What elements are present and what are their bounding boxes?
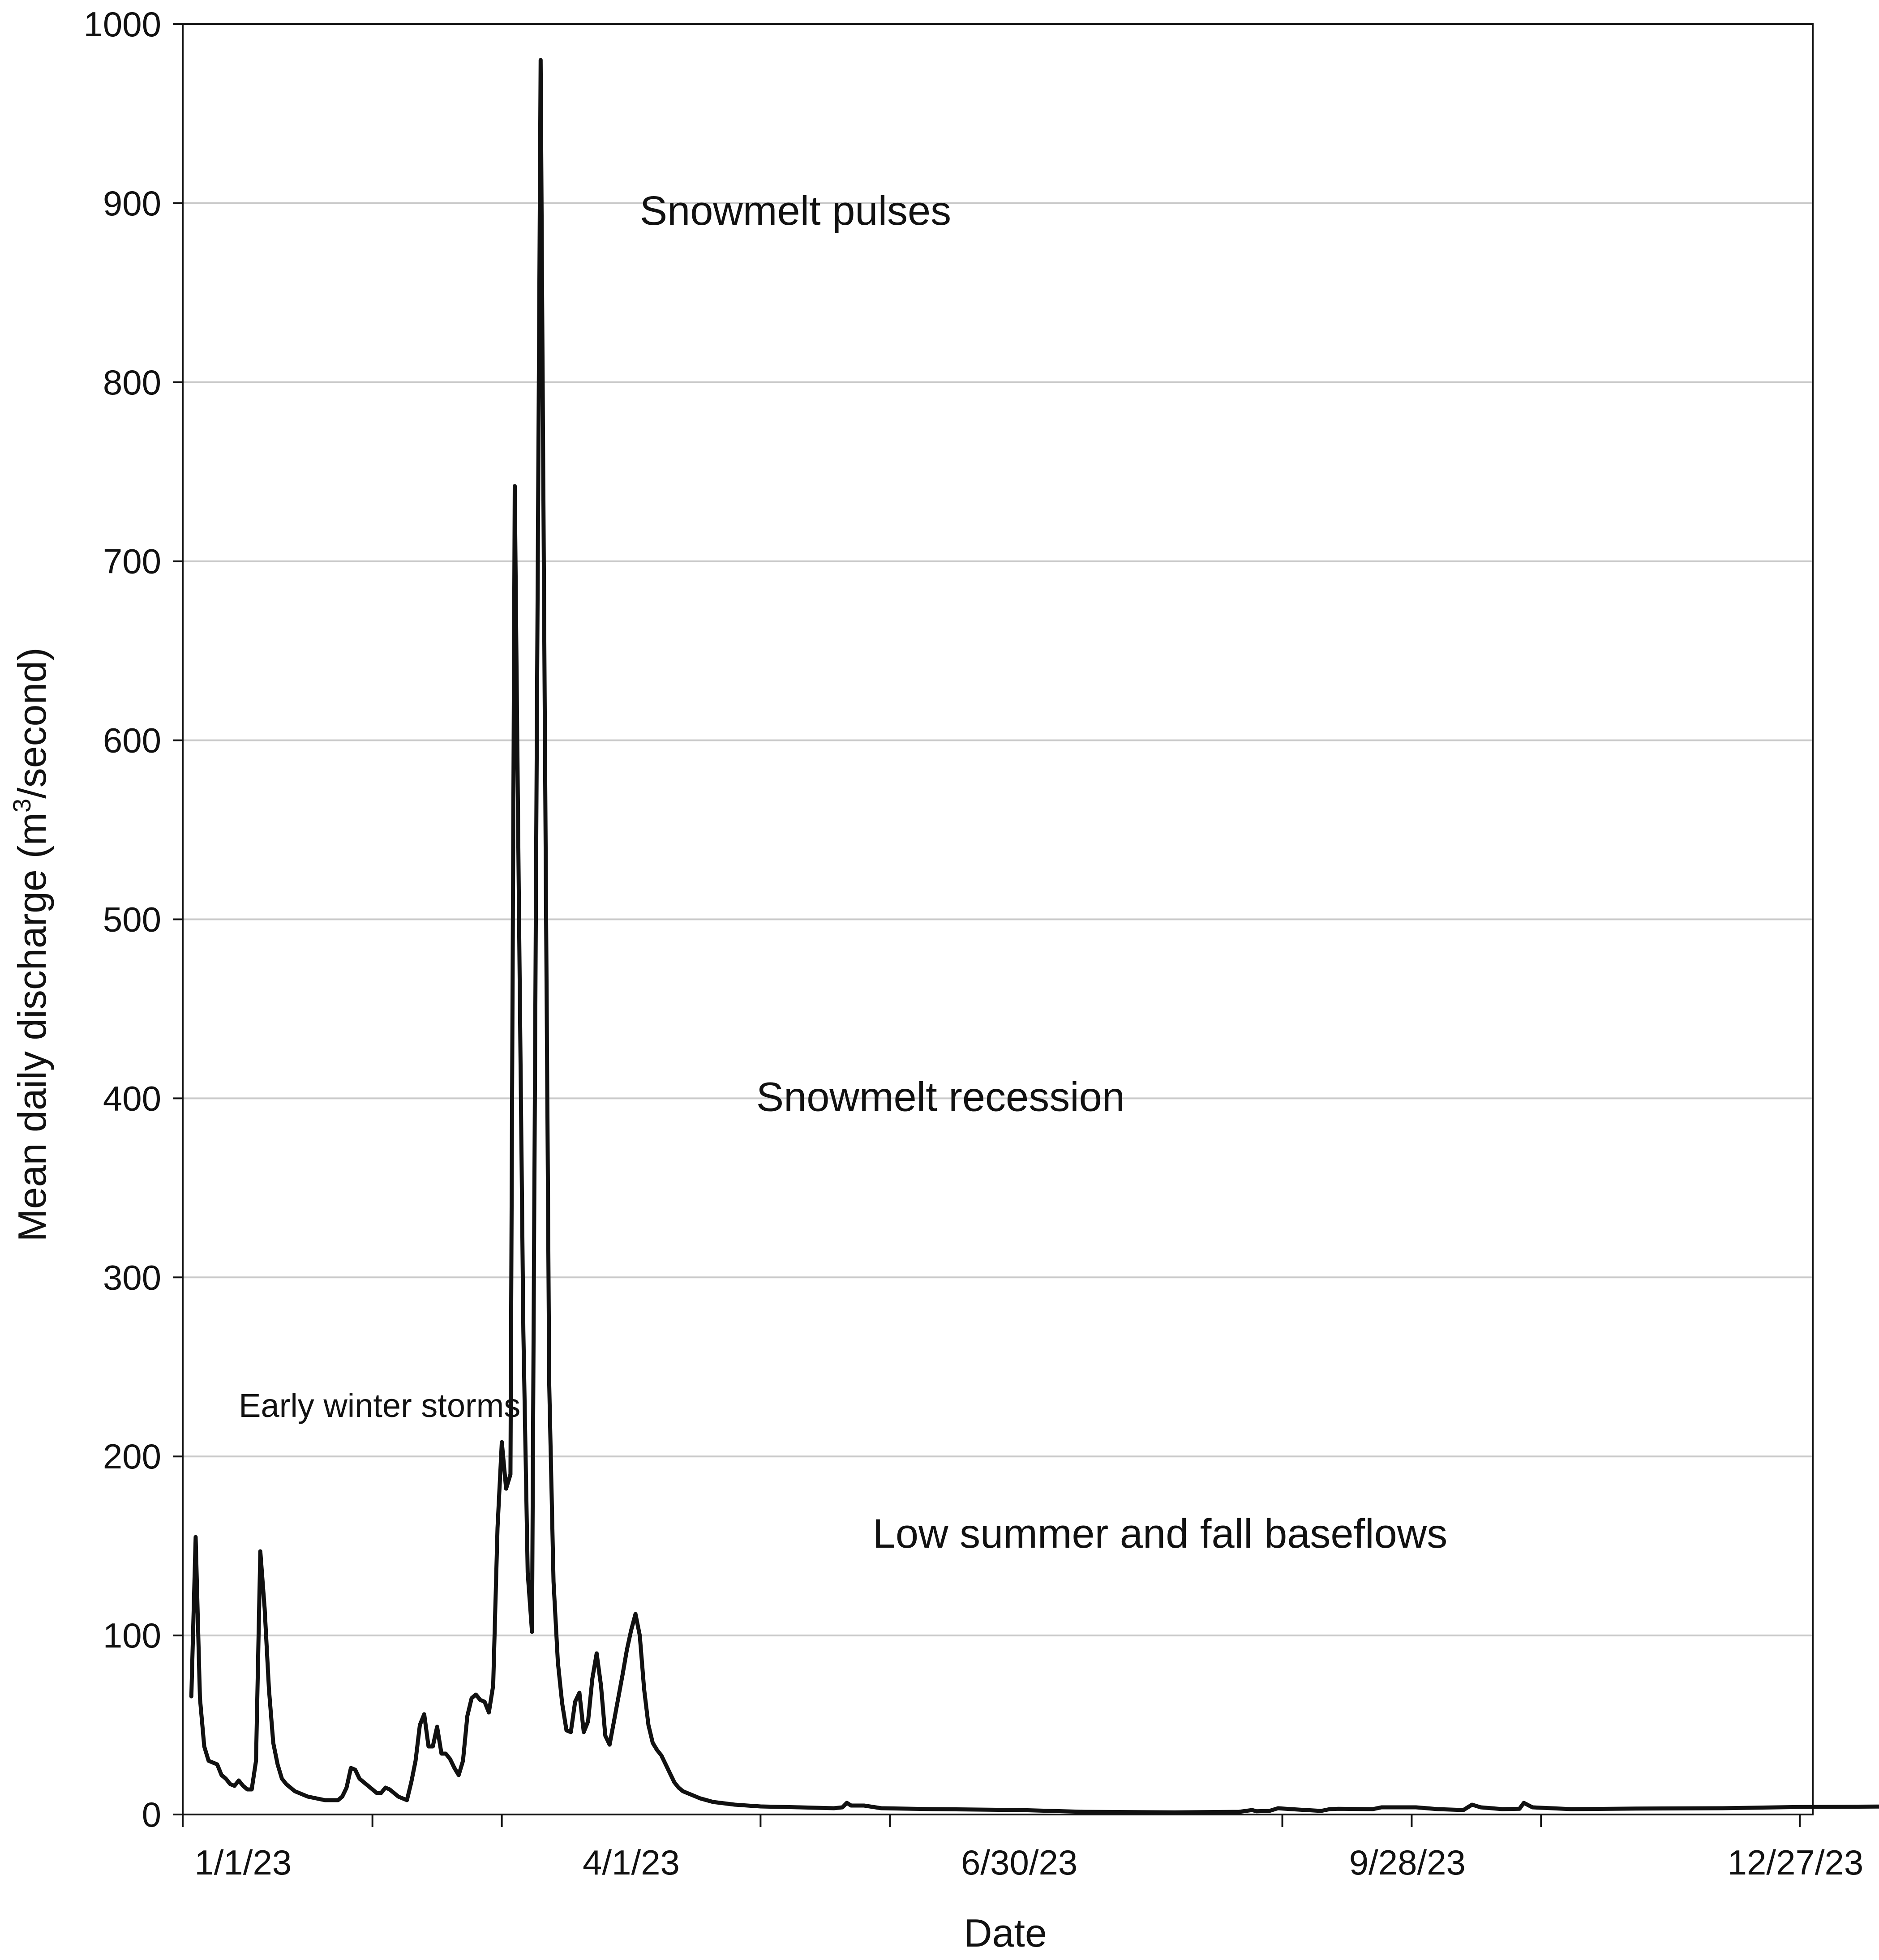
y-axis-title-main: Mean daily discharge (m [10,813,54,1242]
y-axis-ticks: 0 100 200 300 400 500 600 700 800 900 1000 [83,4,183,1834]
y-axis-title: Mean daily discharge (m3/second) [8,647,54,1241]
annotation-0: Early winter storms [239,1387,520,1424]
y-tick-label-700: 700 [103,542,161,581]
y-tick-label-200: 200 [103,1437,161,1476]
y-tick-label-400: 400 [103,1078,161,1118]
annotation-2: Snowmelt recession [756,1074,1125,1120]
x-axis-title: Date [964,1911,1047,1955]
series-line-0 [189,58,1879,1814]
x-tick-label-1: 4/1/23 [583,1843,680,1882]
y-tick-label-500: 500 [103,900,161,939]
x-tick-label-2: 6/30/23 [961,1843,1077,1882]
x-axis-ticks: 1/1/23 4/1/23 6/30/23 9/28/23 12/27/23 [182,1814,1864,1882]
x-tick-label-3: 9/28/23 [1349,1843,1466,1882]
y-axis-title-superscript: 3 [8,799,36,813]
annotation-1: Snowmelt pulses [640,188,951,234]
annotation-3: Low summer and fall baseflows [873,1511,1447,1557]
y-tick-label-100: 100 [103,1616,161,1655]
annotations: Early winter storms Snowmelt pulses Snowme… [239,188,1447,1557]
y-tick-label-1000: 1000 [83,4,161,44]
series-layer [189,58,1879,1814]
x-tick-label-4: 12/27/23 [1728,1843,1864,1882]
y-tick-label-800: 800 [103,363,161,402]
y-tick-label-0: 0 [142,1795,161,1834]
y-tick-label-900: 900 [103,184,161,223]
y-axis-title-unit: /second) [10,647,54,799]
y-tick-label-300: 300 [103,1258,161,1297]
y-tick-label-600: 600 [103,721,161,760]
x-tick-label-0: 1/1/23 [194,1843,292,1882]
